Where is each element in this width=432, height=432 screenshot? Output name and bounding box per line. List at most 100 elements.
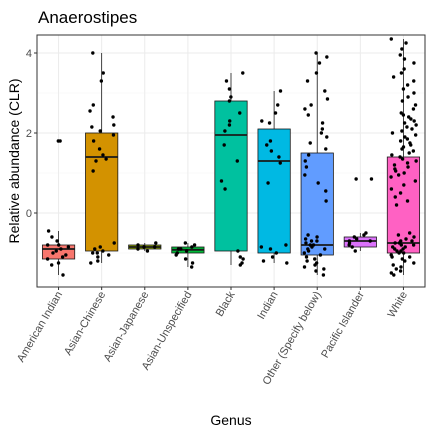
data-point [91,251,95,255]
data-point [400,157,405,161]
data-point [369,177,374,181]
data-point [51,251,55,255]
data-point [402,251,406,255]
data-point [60,255,65,259]
data-point [352,235,357,239]
data-point [413,103,418,107]
data-point [319,131,324,135]
data-point [396,173,401,177]
data-point [392,273,396,277]
data-point [154,241,158,245]
data-point [399,243,404,247]
data-point [228,119,232,123]
data-point [413,133,418,137]
data-point [315,235,319,239]
data-point [322,267,326,271]
box-rect [386,156,421,254]
data-point [285,261,289,265]
data-point [278,89,283,93]
data-point [111,133,116,137]
data-point [320,127,325,131]
data-point [404,237,408,241]
data-point [412,79,416,83]
data-point [104,157,108,161]
data-point [313,257,317,261]
data-point [265,143,269,147]
data-point [112,241,116,245]
data-point [260,119,264,123]
data-point [401,113,406,117]
points-layer [45,37,418,277]
data-point [183,241,188,245]
data-point [303,173,307,177]
data-point [174,253,178,257]
data-point [304,241,308,245]
data-point [261,259,266,263]
data-point [238,263,243,267]
data-point [235,159,239,163]
data-point [398,155,402,159]
box-group [214,73,248,265]
data-point [227,87,232,91]
data-point [406,115,411,119]
data-point [55,239,59,243]
data-point [224,79,229,83]
data-point [98,245,102,249]
data-point [56,261,61,265]
data-point [392,163,397,167]
data-point [353,249,357,253]
data-point [98,129,102,133]
data-point [368,239,372,243]
data-point [101,71,105,75]
data-point [91,169,95,173]
data-point [401,247,405,251]
data-point [107,253,111,257]
data-point [88,109,92,113]
data-point [394,267,398,271]
data-point [303,107,307,111]
box-rect [343,236,377,248]
data-point [407,255,412,259]
data-point [399,265,403,269]
y-tick-label: 2 [26,128,32,140]
data-point [414,159,418,163]
data-point [302,251,307,255]
data-point [222,143,226,147]
data-point [401,87,406,91]
data-point [91,103,95,107]
data-point [179,247,183,251]
data-point [57,243,61,247]
data-point [406,165,410,169]
data-point [101,249,105,253]
data-point [227,123,232,127]
data-point [267,121,272,125]
data-point [391,263,395,267]
data-point [398,269,403,273]
data-point [91,51,95,55]
data-point [313,263,317,267]
data-point [190,261,195,265]
data-point [46,229,51,233]
data-point [324,189,328,193]
data-point [403,259,407,263]
data-point [403,135,407,139]
data-point [305,79,310,83]
data-point [325,55,329,59]
data-point [90,125,94,129]
data-point [350,245,354,249]
data-point [302,265,307,269]
y-axis-title: Relative abundance (CLR) [6,79,22,244]
data-point [402,183,406,187]
data-point [405,125,409,129]
data-point [99,79,104,83]
data-point [393,241,397,245]
data-point [405,199,410,203]
data-point [412,119,416,123]
data-point [223,129,227,133]
data-point [93,247,97,251]
data-point [412,235,416,239]
x-axis-title: Genus [210,412,251,428]
data-point [276,103,280,107]
data-point [238,111,242,115]
